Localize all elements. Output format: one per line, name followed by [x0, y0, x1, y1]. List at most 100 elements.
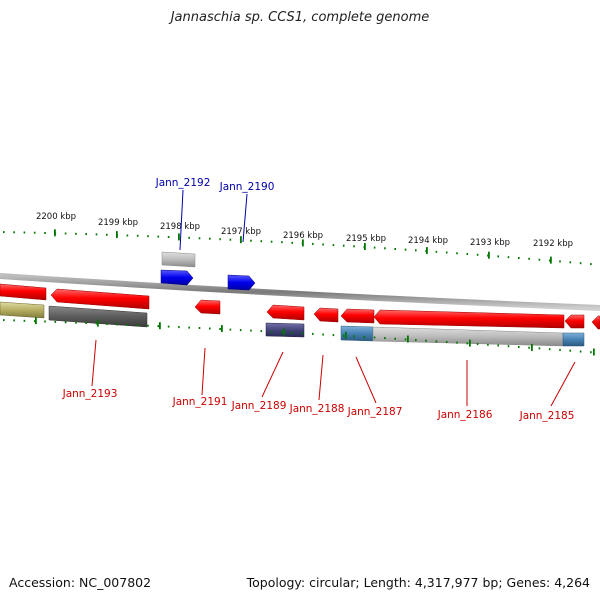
ruler-minor-tick	[404, 248, 407, 251]
ruler-major-tick	[531, 343, 533, 351]
gene-feature[interactable]	[48, 305, 148, 328]
ruler-major-tick	[364, 243, 366, 250]
gene-feature[interactable]	[161, 251, 196, 268]
ruler-minor-tick	[487, 343, 489, 346]
gene-feature[interactable]	[227, 274, 256, 291]
ruler-minor-tick	[384, 337, 386, 340]
ruler-minor-tick	[404, 338, 407, 341]
ruler-label: 2199 kbp	[98, 218, 138, 228]
ruler-major-tick	[469, 339, 471, 347]
ruler-minor-tick	[363, 335, 366, 338]
gene-feature[interactable]	[562, 332, 585, 347]
ruler-minor-tick	[209, 327, 211, 330]
ruler-minor-tick	[198, 327, 201, 329]
ruler-minor-tick	[147, 324, 149, 327]
gene-feature[interactable]	[194, 299, 221, 315]
ruler-minor-tick	[312, 242, 314, 245]
gene-feature[interactable]	[266, 304, 305, 321]
gene-feature[interactable]	[564, 314, 585, 329]
ruler-minor-tick	[507, 256, 510, 259]
leader-line	[550, 361, 576, 407]
ruler-minor-tick	[579, 350, 582, 353]
leader-line	[201, 347, 206, 396]
gene-feature[interactable]	[160, 269, 194, 286]
ruler-minor-tick	[239, 329, 242, 332]
ruler-minor-tick	[157, 325, 160, 328]
gene-label[interactable]: Jann_2193	[62, 388, 118, 400]
ruler-minor-tick	[260, 240, 263, 243]
gene-label[interactable]: Jann_2191	[172, 396, 228, 408]
ruler-major-tick	[178, 233, 180, 241]
ruler-minor-tick	[332, 244, 335, 247]
ruler-minor-tick	[23, 319, 26, 322]
leader-line	[179, 189, 184, 251]
ruler-minor-tick	[548, 348, 551, 351]
ruler-minor-tick	[415, 339, 417, 342]
gene-label[interactable]: Jann_2192	[155, 177, 211, 189]
ruler-minor-tick	[466, 342, 469, 345]
ruler-minor-tick	[147, 235, 149, 238]
ruler-minor-tick	[353, 245, 355, 248]
gene-label[interactable]: Jann_2187	[347, 406, 403, 418]
accession-text: Accession: NC_007802	[9, 575, 152, 590]
ruler-minor-tick	[476, 253, 479, 256]
ruler-minor-tick	[569, 349, 572, 352]
ruler-minor-tick	[33, 231, 36, 234]
ruler-minor-tick	[54, 320, 57, 323]
ruler-minor-tick	[435, 340, 438, 343]
gene-feature[interactable]	[340, 308, 375, 324]
ruler-label: 2194 kbp	[408, 236, 448, 246]
ruler-major-tick	[159, 322, 161, 330]
ruler-major-tick	[550, 256, 552, 264]
gene-label[interactable]: Jann_2189	[231, 400, 287, 412]
leader-line	[242, 193, 248, 243]
ruler-minor-tick	[198, 237, 201, 240]
ruler-minor-tick	[44, 320, 46, 323]
ruler-minor-tick	[126, 234, 129, 237]
ruler-label: 2197 kbp	[221, 227, 261, 237]
forward-strand-genes	[0, 283, 600, 330]
gene-feature[interactable]	[50, 288, 150, 310]
ruler-minor-tick	[487, 254, 489, 257]
ruler-minor-tick	[456, 252, 458, 255]
gene-feature[interactable]	[591, 315, 600, 330]
ruler-minor-tick	[569, 261, 572, 264]
ruler-minor-tick	[415, 249, 417, 252]
secondary-track-genes	[0, 301, 585, 347]
ruler-minor-tick	[322, 243, 324, 246]
ruler-minor-tick	[528, 346, 530, 349]
ruler-major-tick	[240, 236, 242, 244]
ruler-major-tick	[54, 229, 56, 237]
gene-label[interactable]: Jann_2185	[519, 410, 575, 422]
gene-feature[interactable]	[373, 309, 565, 329]
ruler-minor-tick	[291, 331, 293, 334]
gene-label[interactable]: Jann_2186	[437, 409, 493, 421]
gene-feature[interactable]	[265, 322, 305, 338]
gene-feature[interactable]	[0, 301, 45, 319]
ruler-minor-tick	[229, 328, 232, 331]
ruler-minor-tick	[476, 343, 479, 346]
ruler-minor-tick	[23, 231, 26, 234]
gene-label[interactable]: Jann_2190	[219, 181, 275, 193]
ruler-minor-tick	[167, 236, 170, 238]
ruler-minor-tick	[590, 351, 592, 354]
ruler-minor-tick	[538, 347, 541, 350]
ruler-major-tick	[221, 325, 223, 333]
ruler-minor-tick	[95, 233, 98, 236]
gene-label[interactable]: Jann_2188	[289, 403, 345, 415]
ruler-label: 2195 kbp	[346, 234, 386, 244]
ruler-minor-tick	[518, 346, 520, 348]
ruler-minor-tick	[301, 332, 304, 335]
ruler-minor-tick	[136, 234, 139, 237]
ruler-major-tick	[488, 251, 490, 259]
ruler-minor-tick	[3, 319, 5, 322]
ruler-major-tick	[283, 328, 285, 336]
ruler-minor-tick	[106, 322, 108, 325]
ruler-minor-tick	[178, 326, 180, 329]
ruler-major-tick	[302, 239, 304, 247]
gene-feature[interactable]	[0, 283, 47, 301]
gene-feature[interactable]	[313, 307, 339, 323]
ruler-minor-tick	[188, 236, 190, 239]
ruler-minor-tick	[518, 257, 520, 259]
ruler-minor-tick	[322, 333, 324, 336]
